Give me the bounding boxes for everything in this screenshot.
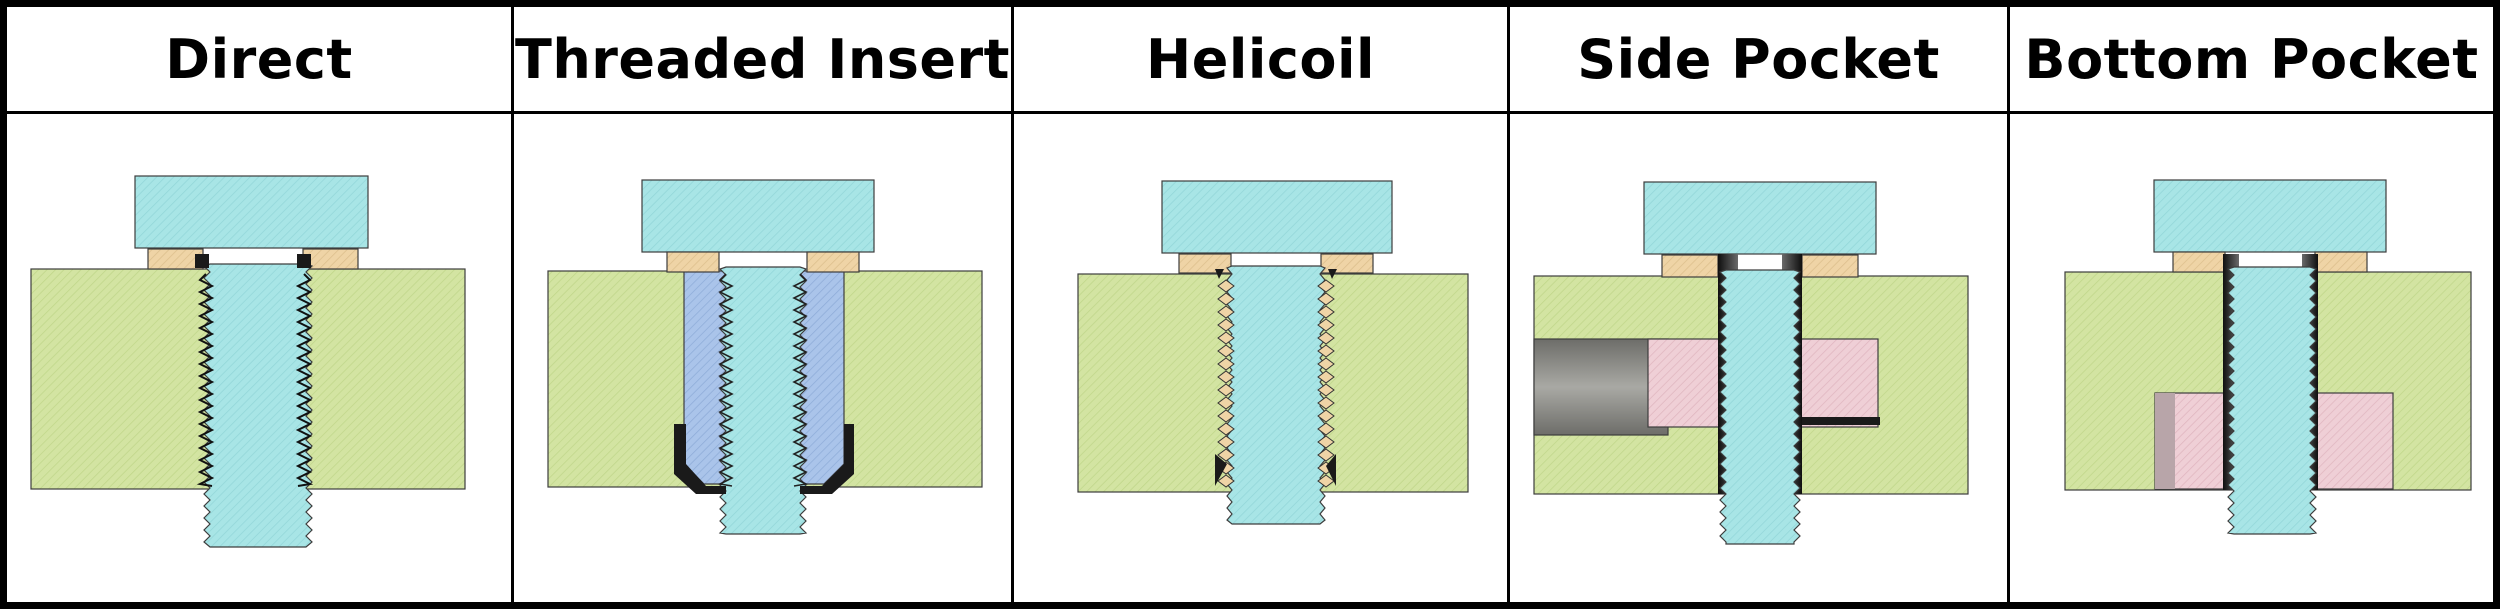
helicoil-coil-left (1217, 435, 1235, 449)
panel-title: Helicoil (1146, 27, 1375, 91)
washer-left (2172, 251, 2226, 273)
screw-shank (1718, 269, 1802, 545)
helicoil-drawing (1014, 114, 1507, 602)
thread-right (295, 273, 314, 487)
panel-bottom-pocket: Bottom Pocket (2007, 7, 2493, 602)
washer-left (147, 248, 204, 270)
washer-right (2314, 251, 2368, 273)
washer-left (1661, 254, 1719, 278)
helicoil-coil-right (1317, 344, 1335, 358)
helicoil-coil-left (1217, 292, 1235, 306)
threaded-insert-right (799, 270, 845, 485)
side-pocket-illustration (1533, 181, 1969, 545)
bolt-head (641, 179, 875, 253)
helicoil-coil-right (1317, 409, 1335, 423)
helicoil-coil-right (1317, 474, 1335, 488)
panel-side-pocket: Side Pocket (1507, 7, 2007, 602)
panel-direct: Direct (7, 7, 511, 602)
helicoil-coil-right (1317, 448, 1335, 462)
screw-shank (202, 263, 314, 548)
panel-header: Threaded Insert (514, 7, 1011, 114)
panel-title: Side Pocket (1577, 27, 1940, 91)
helicoil-coil-left (1217, 279, 1235, 293)
helicoil-coil-right (1317, 279, 1335, 293)
helicoil-coil-right (1317, 357, 1335, 371)
helicoil-coil-left (1217, 409, 1235, 423)
insert-thread-left (717, 273, 734, 487)
washer-left (1178, 253, 1232, 274)
insert-shadow-left (674, 424, 726, 494)
bottom-pocket-drawing (2010, 114, 2493, 602)
washer-right (1320, 253, 1374, 274)
thread-tip-right-bottom (1326, 454, 1336, 486)
helicoil-coil-right (1317, 331, 1335, 345)
helicoil-coil-left (1217, 422, 1235, 436)
helicoil-coil-left (1217, 448, 1235, 462)
thread-left (196, 273, 215, 487)
helicoil-coil-left (1217, 305, 1235, 319)
panel-threaded-insert: Threaded Insert (511, 7, 1011, 602)
panel-header: Direct (7, 7, 511, 114)
helicoil-coil-left (1217, 396, 1235, 410)
thread-gap-left (195, 254, 209, 268)
direct-illustration (30, 175, 466, 548)
insert-thread-right (792, 273, 809, 487)
washer-left (666, 251, 720, 273)
bolt-head (2153, 179, 2387, 253)
helicoil-coil-right (1317, 396, 1335, 410)
helicoil-coil-right (1317, 292, 1335, 306)
thread-tip-right (1328, 269, 1337, 279)
direct-drawing (7, 114, 511, 602)
helicoil-coil-left (1217, 474, 1235, 488)
nut-edge-shadow-left (2155, 393, 2175, 489)
helicoil-illustration (1077, 180, 1469, 525)
helicoil-coil-right (1317, 422, 1335, 436)
panel-title: Threaded Insert (515, 27, 1010, 91)
helicoil-coil-left (1217, 383, 1235, 397)
helicoil-coil-left (1217, 370, 1235, 384)
helicoil-coil-right (1317, 305, 1335, 319)
panel-helicoil: Helicoil (1011, 7, 1507, 602)
panel-title: Bottom Pocket (2024, 27, 2479, 91)
panel-title: Direct (165, 27, 353, 91)
panel-header: Side Pocket (1510, 7, 2007, 114)
bolt-head (1161, 180, 1393, 254)
side-pocket-drawing (1510, 114, 2007, 602)
helicoil-coil-left (1217, 357, 1235, 371)
washer-right (806, 251, 860, 273)
threaded-insert-illustration (547, 179, 983, 535)
screw-shank (1226, 265, 1326, 525)
thread-gap-right (297, 254, 311, 268)
insert-shadow-right (800, 424, 854, 494)
helicoil-coil-left (1217, 344, 1235, 358)
thread-tip-left (1215, 269, 1224, 279)
nut-shadow (1802, 417, 1880, 425)
panel-header: Helicoil (1014, 7, 1507, 114)
helicoil-coil-right (1317, 383, 1335, 397)
helicoil-coil-right (1317, 370, 1335, 384)
bolt-head (1643, 181, 1877, 255)
thread-tip-left-bottom (1215, 454, 1227, 486)
threaded-insert-drawing (514, 114, 1011, 602)
helicoil-coil-left (1217, 331, 1235, 345)
screw-shank (718, 266, 808, 535)
helicoil-coil-right (1317, 435, 1335, 449)
panel-header: Bottom Pocket (2010, 7, 2493, 114)
helicoil-coil-right (1317, 318, 1335, 332)
washer-right (1801, 254, 1859, 278)
bolt-head (134, 175, 369, 249)
helicoil-coil-left (1217, 318, 1235, 332)
bottom-pocket-illustration (2064, 179, 2472, 535)
screw-shank (2226, 266, 2318, 535)
